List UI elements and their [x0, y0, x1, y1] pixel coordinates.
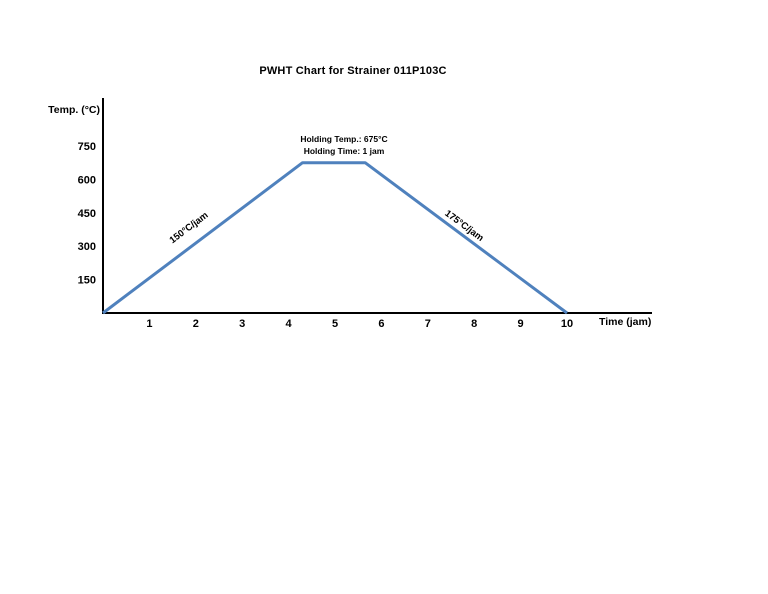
x-tick-label: 3 — [239, 318, 245, 330]
holding-annotation: Holding Temp.: 675°C Holding Time: 1 jam — [300, 134, 387, 157]
x-tick-label: 9 — [518, 318, 524, 330]
y-tick-label: 750 — [78, 141, 96, 153]
x-tick-label: 1 — [146, 318, 152, 330]
holding-time-text: Holding Time: 1 jam — [303, 145, 385, 156]
x-tick-label: 6 — [378, 318, 384, 330]
y-tick-label: 150 — [78, 275, 96, 287]
y-tick-label: 600 — [78, 174, 96, 186]
x-axis-title: Time (jam) — [599, 316, 652, 328]
temperature-line — [102, 161, 568, 315]
holding-temp-text: Holding Temp.: 675°C — [300, 134, 388, 144]
x-tick-label: 8 — [471, 318, 477, 330]
x-tick-label: 4 — [286, 318, 293, 330]
x-tick-label: 7 — [425, 318, 431, 330]
y-axis-title: Temp. (°C) — [48, 104, 100, 116]
chart-title: PWHT Chart for Strainer 011P103C — [259, 65, 447, 77]
x-tick-label: 10 — [561, 318, 573, 330]
x-tick-label: 2 — [193, 318, 199, 330]
y-tick-label: 450 — [78, 208, 96, 220]
x-tick-label: 5 — [332, 318, 338, 330]
y-tick-label: 300 — [78, 241, 96, 253]
